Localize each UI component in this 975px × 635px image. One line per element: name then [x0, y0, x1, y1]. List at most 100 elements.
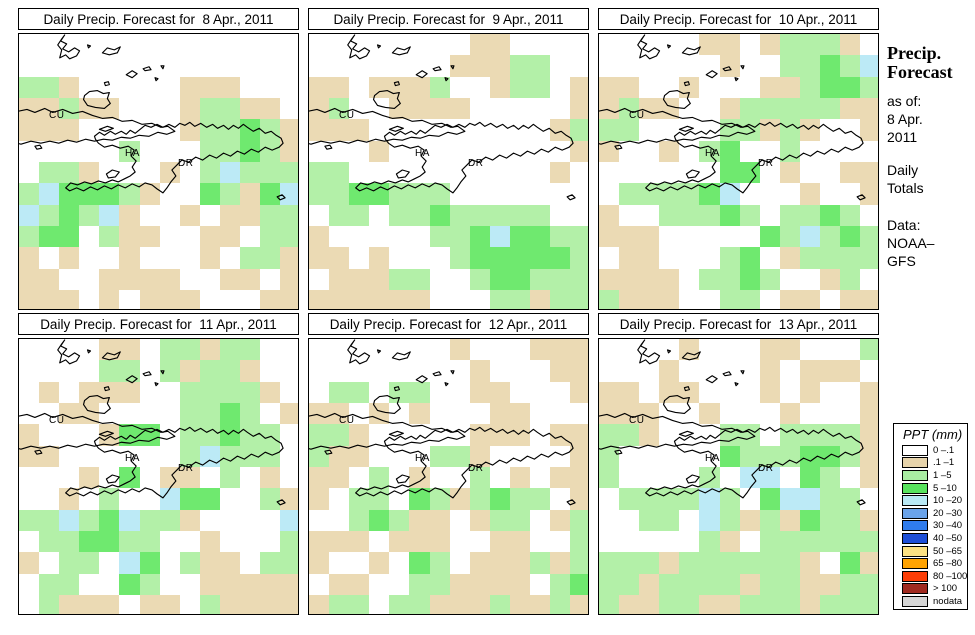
country-label-cuba: CU [629, 415, 645, 426]
precip-cell [179, 119, 200, 141]
precip-cell [429, 488, 450, 510]
precip-cell [139, 552, 160, 574]
precip-cell [599, 55, 620, 77]
precip-cell [759, 119, 780, 141]
precip-cell [199, 247, 220, 269]
legend-swatch [902, 495, 928, 507]
precip-cell [840, 531, 861, 553]
precip-cell [39, 488, 60, 510]
precip-cell [699, 204, 720, 227]
precip-cell [19, 34, 40, 56]
precip-cell [489, 119, 510, 141]
precip-cell [489, 424, 510, 446]
precip-cell [119, 247, 140, 269]
precip-cell [779, 467, 800, 489]
precip-cell [679, 55, 700, 77]
precip-cell [860, 76, 878, 99]
precip-cell [639, 76, 660, 99]
precip-cell [489, 204, 510, 227]
precip-cell [309, 360, 330, 382]
precip-cell [240, 531, 261, 553]
precip-cell [550, 381, 571, 404]
precip-cell [659, 573, 680, 596]
precip-cell [489, 509, 510, 532]
precip-cell [619, 339, 640, 361]
precip-cell [179, 595, 200, 614]
precip-cell [39, 381, 60, 404]
precip-cell [550, 290, 571, 309]
precip-cell [429, 509, 450, 532]
precip-cell [309, 403, 330, 425]
precip-cell [570, 247, 588, 269]
precip-cell [509, 509, 531, 532]
precip-cell [759, 424, 780, 446]
precip-cell [389, 445, 410, 468]
precip-cell [329, 34, 350, 56]
precip-cell [619, 226, 640, 248]
precip-cell [779, 162, 800, 184]
precip-cell [240, 98, 261, 120]
precip-cell [39, 55, 60, 77]
legend-swatch [902, 469, 928, 481]
precip-cell [19, 183, 40, 205]
precip-cell [139, 424, 160, 446]
precip-cell [550, 140, 571, 163]
precip-cell [509, 531, 531, 553]
country-label-cuba: CU [629, 110, 645, 121]
precip-cell [759, 34, 780, 56]
asof-date-line2: 2011 [887, 129, 918, 145]
precip-cell [699, 34, 720, 56]
precip-cell [619, 488, 640, 510]
legend-row: nodata [894, 595, 967, 608]
precip-cell [659, 247, 680, 269]
precip-cell [739, 339, 760, 361]
precip-cell [409, 381, 430, 404]
sidebar-totals-block: Daily Totals [887, 161, 973, 197]
legend-label: 40 –50 [933, 532, 963, 544]
precip-cell [530, 381, 551, 404]
precip-cell [349, 424, 370, 446]
legend-row: .1 –1 [894, 457, 967, 470]
precip-cell [449, 98, 470, 120]
precip-cell [329, 268, 350, 291]
precip-cell [119, 226, 140, 248]
precip-cell [659, 140, 680, 163]
precip-cell [639, 162, 660, 184]
precip-cell [159, 290, 180, 309]
precip-cell [309, 290, 330, 309]
precip-cell [550, 360, 571, 382]
precip-cell [240, 183, 261, 205]
legend-swatch [902, 570, 928, 582]
precip-cell [369, 268, 390, 291]
precip-cell [280, 531, 298, 553]
precip-cell [799, 509, 821, 532]
precip-cell [739, 55, 760, 77]
precip-cell [280, 290, 298, 309]
precip-cell [449, 226, 470, 248]
precip-cell [719, 339, 740, 361]
precip-cell [139, 183, 160, 205]
precip-cell [429, 98, 450, 120]
precip-cell [659, 360, 680, 382]
precip-cell [840, 595, 861, 614]
panel-title-text: Daily Precip. Forecast for 12 Apr., 2011 [329, 316, 568, 332]
precip-cell [739, 34, 760, 56]
precip-cell [530, 467, 551, 489]
precip-cell [759, 509, 780, 532]
precip-cell [159, 595, 180, 614]
precip-cell [509, 140, 531, 163]
precip-cell [489, 488, 510, 510]
sidebar-title: Precip. Forecast [887, 44, 973, 82]
precip-cell [779, 247, 800, 269]
precip-cell [349, 183, 370, 205]
precip-cell [530, 162, 551, 184]
precip-cell [219, 339, 241, 361]
precip-cell [179, 98, 200, 120]
precip-cell [219, 509, 241, 532]
precip-cell [329, 573, 350, 596]
precip-cell [240, 290, 261, 309]
precip-cell [159, 268, 180, 291]
precip-cell [530, 573, 551, 596]
precip-cell [599, 76, 620, 99]
